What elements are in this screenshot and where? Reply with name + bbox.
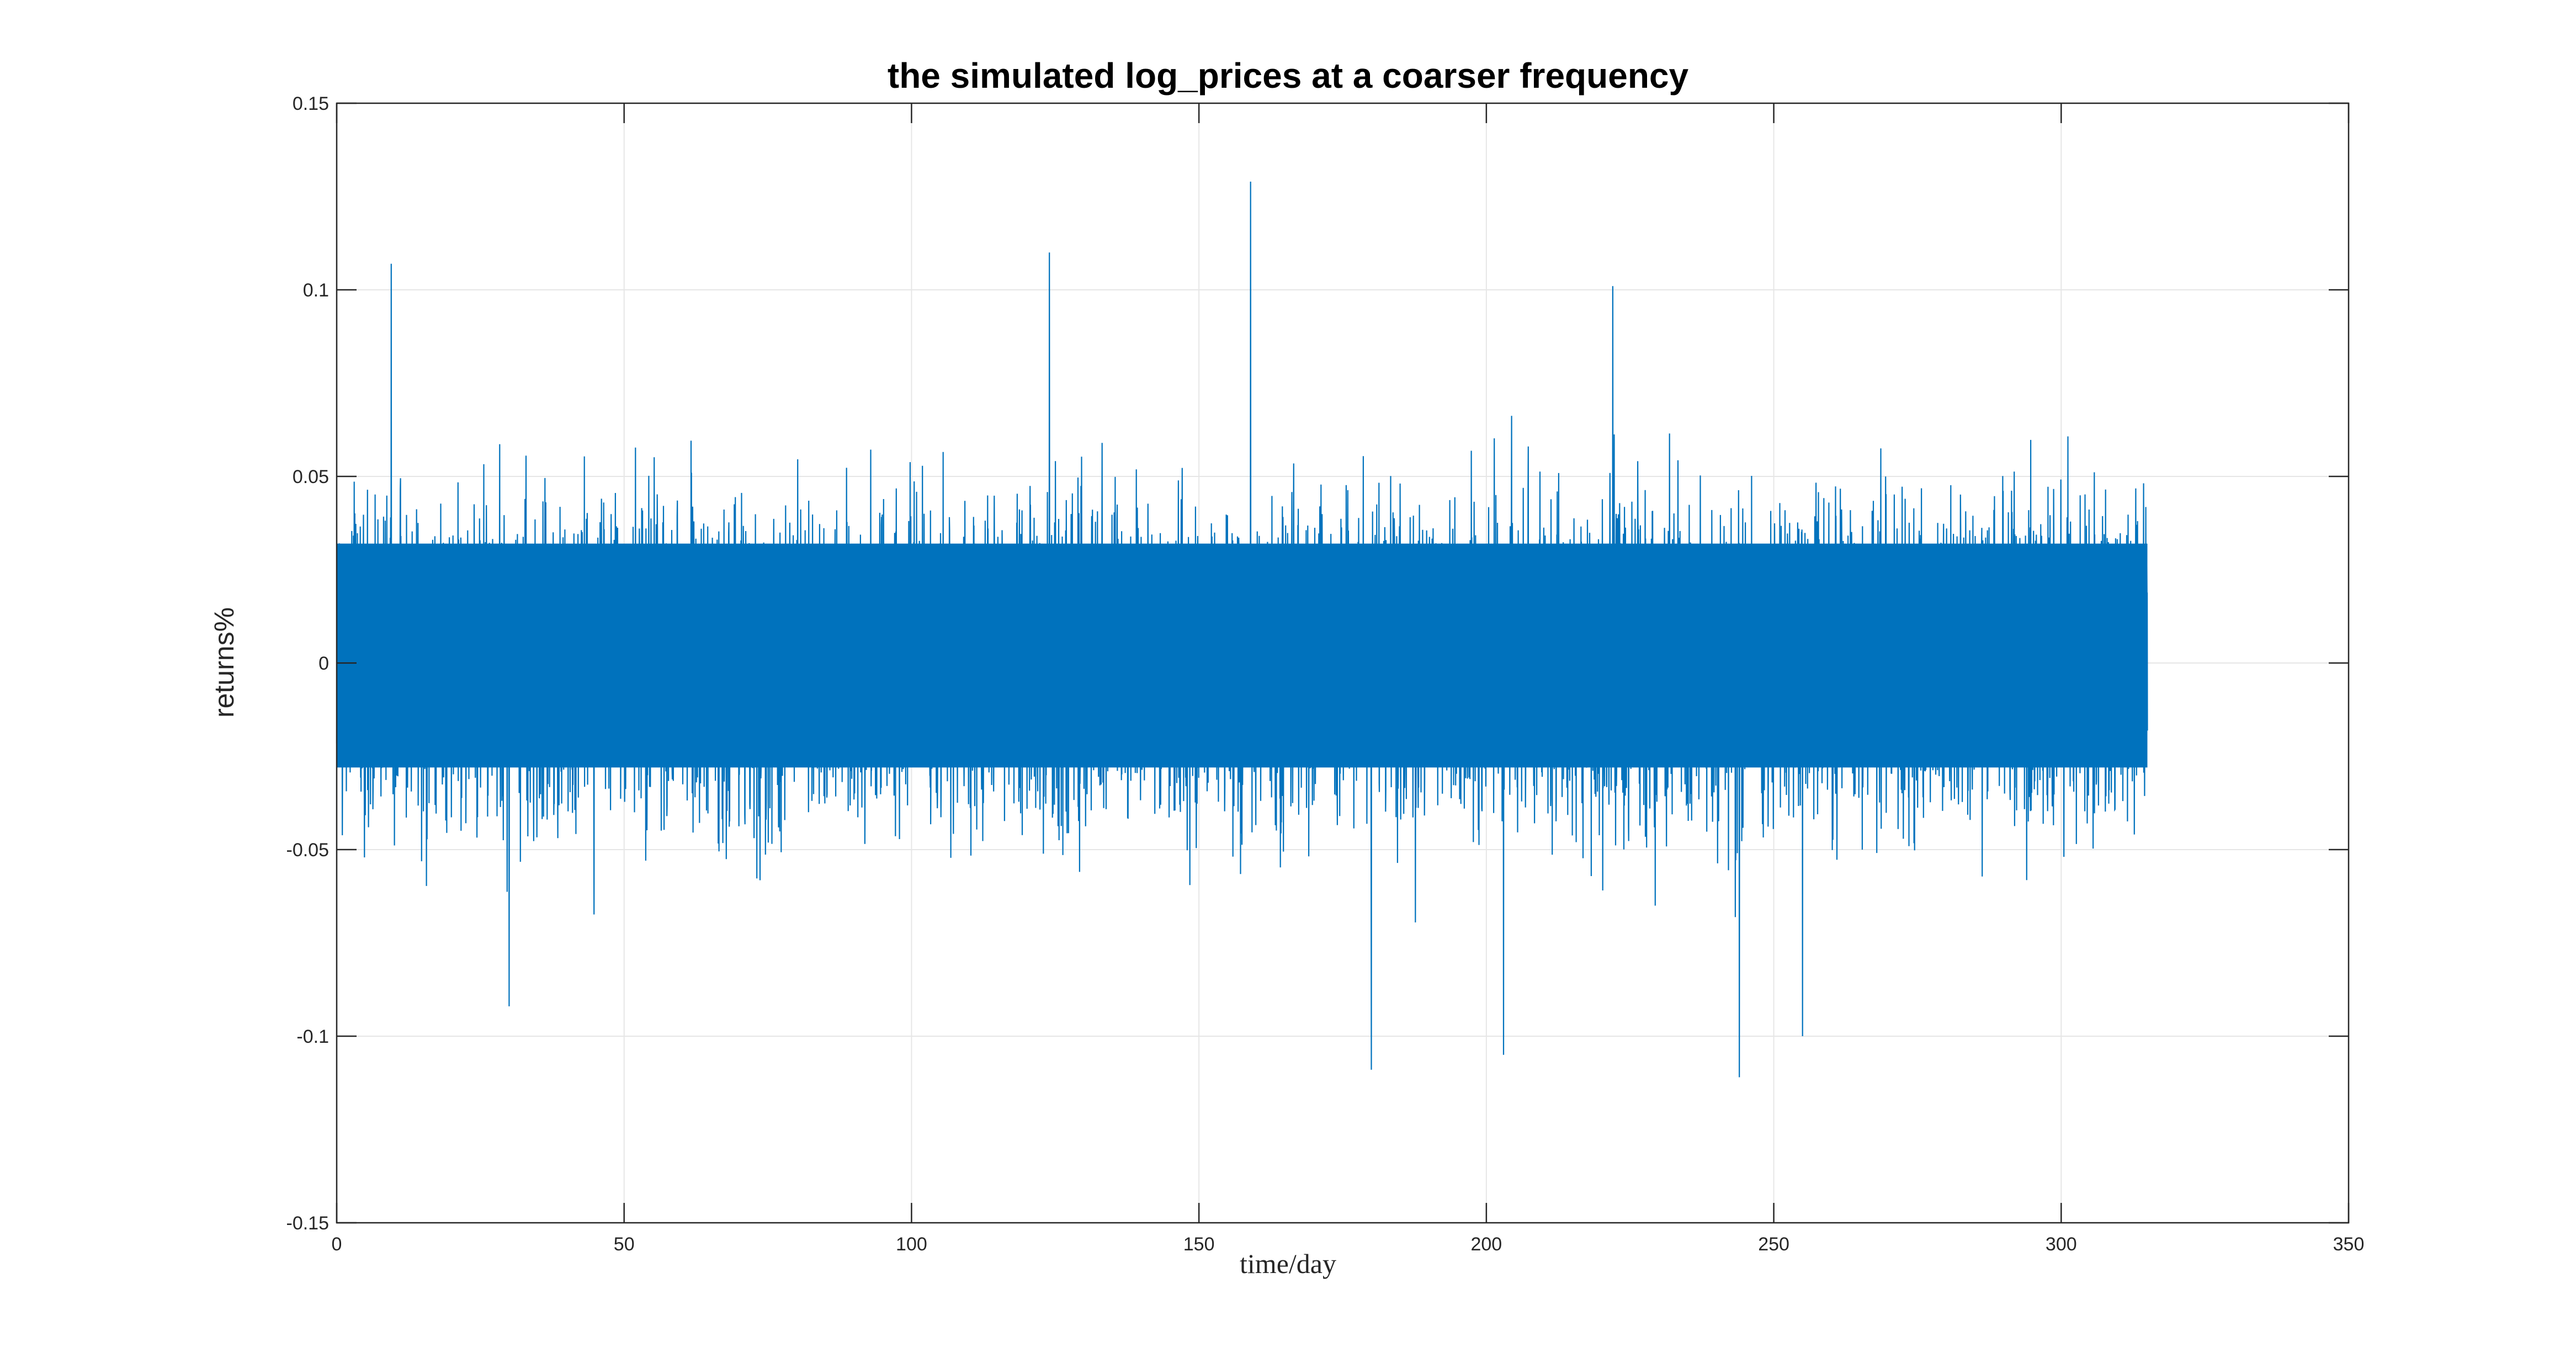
y-tick-label: 0.1 (303, 280, 329, 301)
y-axis-label: returns% (209, 607, 240, 718)
y-tick-label: -0.15 (286, 1213, 330, 1234)
x-axis-label: time/day (1240, 1248, 1336, 1279)
x-tick-label: 300 (2046, 1234, 2077, 1255)
x-tick-label: 0 (332, 1234, 342, 1255)
x-tick-label: 50 (614, 1234, 635, 1255)
y-tick-label: -0.1 (296, 1026, 329, 1047)
y-tick-label: -0.05 (286, 840, 330, 861)
x-axis: 0 50 100 150 200 250 300 350 (332, 103, 2365, 1255)
series-dense-core (337, 543, 2148, 768)
x-tick-label: 250 (1758, 1234, 1789, 1255)
series-returns (336, 181, 2148, 1078)
x-tick-label: 350 (2333, 1234, 2365, 1255)
x-tick-label: 200 (1470, 1234, 1502, 1255)
chart-title: the simulated log_prices at a coarser fr… (887, 56, 1689, 96)
y-tick-label: 0.05 (293, 466, 329, 487)
y-tick-label: 0.15 (293, 93, 329, 114)
x-tick-label: 100 (896, 1234, 927, 1255)
x-tick-label: 150 (1183, 1234, 1215, 1255)
y-tick-label: 0 (318, 653, 329, 674)
y-axis: -0.15 -0.1 -0.05 0 0.05 0.1 0.15 (286, 93, 2349, 1234)
